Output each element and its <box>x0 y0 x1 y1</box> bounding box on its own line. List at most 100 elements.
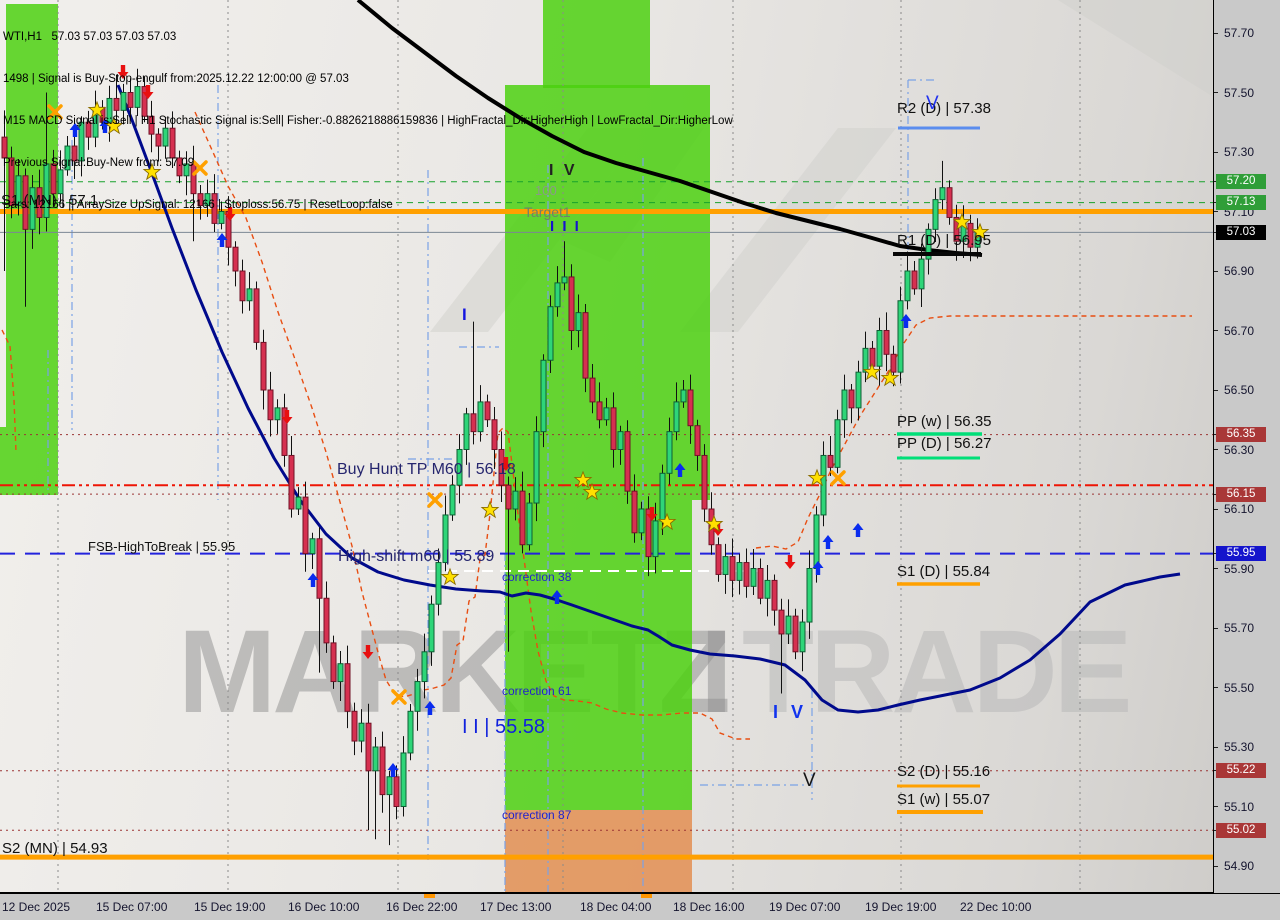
candle-bull <box>722 556 729 575</box>
buy-arrow-icon <box>900 314 912 328</box>
candle-bull <box>449 484 456 516</box>
price-tick-label: 55.90 <box>1224 561 1255 576</box>
candle-bull <box>876 330 883 367</box>
candle-bear <box>281 407 288 456</box>
buy-arrow-icon <box>99 119 111 133</box>
price-badge-red: 56.35 <box>1216 427 1266 443</box>
star-icon <box>952 212 972 231</box>
candle-bear <box>323 597 330 644</box>
price-badge-blue: 55.95 <box>1216 546 1266 562</box>
price-tick-label: 55.70 <box>1224 621 1255 635</box>
candle-bear <box>351 710 358 742</box>
time-axis[interactable]: 12 Dec 2025 15 Dec 07:00 15 Dec 19:00 16 De… <box>0 893 1280 920</box>
price-tick-mark <box>1214 389 1218 391</box>
candle-bull <box>162 127 169 147</box>
time-axis-orange-marker <box>641 894 652 898</box>
price-tick-mark <box>1214 568 1218 569</box>
candle-bull <box>463 413 470 450</box>
sell-arrow-icon <box>784 555 796 569</box>
candle-bull <box>442 514 449 564</box>
candle-bear <box>890 353 897 373</box>
candle-bull <box>820 454 827 516</box>
price-tick-label: 56.70 <box>1224 323 1255 338</box>
candle-bull <box>512 490 519 510</box>
candle-bear <box>771 579 778 611</box>
candle-bear <box>596 401 603 421</box>
time-tick-label: 17 Dec 13:00 <box>480 900 552 914</box>
candle-bear <box>491 419 498 450</box>
buy-arrow-icon <box>852 523 864 537</box>
candle-bull <box>939 187 946 201</box>
star-icon <box>440 567 460 586</box>
price-tick-label: 56.10 <box>1224 502 1255 516</box>
chart-canvas[interactable]: MARKETZ I TRADE WTI,H1 57.03 57.03 57.03 5… <box>0 0 1213 893</box>
candle-bull <box>799 621 806 653</box>
candle-bull <box>638 508 645 534</box>
candle-bear <box>169 127 176 159</box>
candle-bull <box>337 663 344 683</box>
info-line-indicators: M15 MACD Signal is:Sell | H1 Stochastic … <box>3 115 733 127</box>
buy-arrow-icon <box>387 763 399 777</box>
candle-bull <box>862 347 869 373</box>
price-tick-mark <box>1214 865 1218 867</box>
candle-bull <box>897 300 904 373</box>
envelope-path <box>755 315 1192 550</box>
candle-bull <box>680 389 687 403</box>
candle-bull <box>540 359 547 433</box>
candle-bull <box>246 288 253 302</box>
star-icon <box>862 362 882 381</box>
time-tick-label: 15 Dec 19:00 <box>194 900 266 914</box>
candle-bull <box>274 407 281 421</box>
candle-bull <box>932 199 939 230</box>
time-axis-orange-marker <box>424 894 435 898</box>
star-icon <box>704 514 724 533</box>
candle-bear <box>211 193 218 224</box>
candle-bear <box>85 121 92 138</box>
info-line-previous-signal: Previous Signal:Buy-New from: 57.09 <box>3 157 195 169</box>
x-mark-icon <box>830 470 846 486</box>
time-tick-label: 18 Dec 04:00 <box>580 900 652 914</box>
candle-bull <box>561 276 568 284</box>
price-axis[interactable]: 57.70 57.50 57.30 57.20 57.13 57.10 57.03 56.90… <box>1213 0 1280 893</box>
price-tick-label: 55.50 <box>1224 680 1255 695</box>
pivot-line-segments <box>893 126 983 814</box>
candle-bull <box>918 258 925 290</box>
candle-bull <box>78 121 85 162</box>
candle-bull <box>477 401 484 433</box>
buy-arrow-icon <box>424 701 436 715</box>
price-tick-label: 54.90 <box>1224 859 1255 873</box>
candle-bull <box>603 407 610 421</box>
info-line-signal: 1498 | Signal is Buy-Stop-engulf from:20… <box>3 73 349 85</box>
ma-black-line <box>356 0 983 257</box>
candle-bull <box>533 431 540 504</box>
candle-bear <box>253 288 260 343</box>
x-mark-icon <box>192 160 208 176</box>
envelope-path <box>194 111 750 740</box>
buy-arrow-icon <box>307 573 319 587</box>
sell-arrow-icon <box>224 207 236 221</box>
candle-bear <box>197 193 204 207</box>
price-tick-mark <box>1214 92 1218 93</box>
candle-bull <box>407 710 414 754</box>
candle-bull <box>673 401 680 433</box>
candle-bull <box>57 169 64 195</box>
time-tick-label: 19 Dec 07:00 <box>769 900 841 914</box>
candle-bear <box>127 92 134 108</box>
info-line-symbol-ohlc: WTI,H1 57.03 57.03 57.03 57.03 <box>3 31 177 43</box>
star-icon <box>582 482 602 501</box>
candle-bull <box>183 163 190 177</box>
candle-bear <box>729 556 736 581</box>
candle-bear <box>792 615 799 653</box>
grid-verticals <box>57 0 1081 893</box>
horizontal-level-lines <box>0 181 1213 860</box>
candle-bear <box>155 133 162 147</box>
buy-signal-band <box>505 500 692 810</box>
candle-bull <box>295 496 302 510</box>
candle-bull <box>925 228 932 260</box>
candle-bear <box>148 115 155 135</box>
candle-bear <box>645 508 652 558</box>
candle-bull <box>386 776 393 796</box>
signal-bands <box>0 0 710 893</box>
candle-bull <box>652 520 659 558</box>
